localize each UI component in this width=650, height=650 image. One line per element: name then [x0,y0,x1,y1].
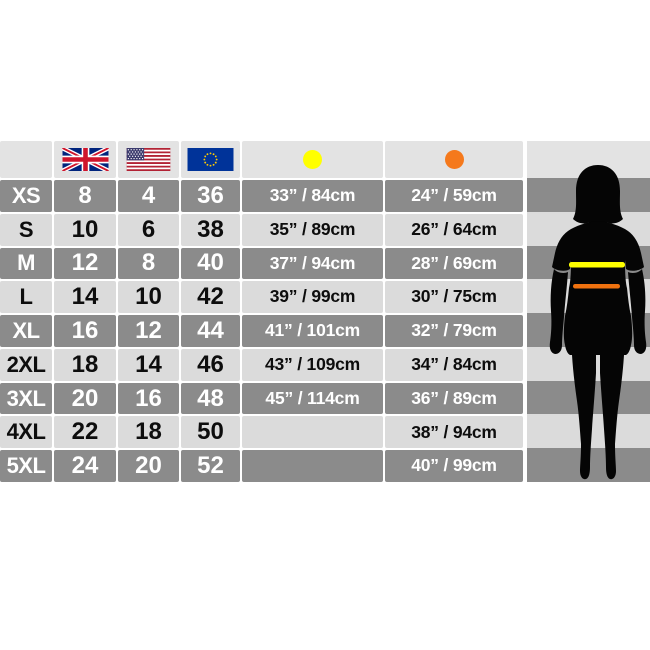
uk-size-cell: 20 [54,382,116,415]
silhouette-head [573,165,623,224]
silhouette-right-leg [600,355,624,480]
bust-line [569,262,625,268]
us-size-cell: 10 [118,281,179,314]
bust-cell [242,416,383,449]
bust-cell: 43” / 109cm [242,348,383,381]
waist-cell: 38” / 94cm [385,416,523,449]
eu-size-cell: 42 [181,281,240,314]
uk-size-cell: 14 [54,281,116,314]
eu-size-cell: 52 [181,450,240,482]
bust-cell: 33” / 84cm [242,180,383,212]
uk-size-cell: 16 [54,315,116,347]
silhouette-left-arm [549,269,568,354]
size-cell: L [0,281,52,314]
uk-size-cell: 8 [54,180,116,212]
eu-size-cell: 50 [181,416,240,449]
us-flag-icon [126,148,171,171]
eu-flag-icon [187,148,234,171]
header-bust-cell [242,141,383,178]
waist-cell: 32” / 79cm [385,315,523,347]
waist-cell: 36” / 89cm [385,382,523,415]
female-silhouette [549,165,647,480]
uk-size-cell: 12 [54,247,116,280]
waist-cell: 26” / 64cm [385,213,523,246]
size-cell: XL [0,315,52,347]
eu-size-cell: 44 [181,315,240,347]
size-cell: M [0,247,52,280]
silhouette-left-leg [572,355,596,480]
eu-size-cell: 38 [181,213,240,246]
us-size-cell: 18 [118,416,179,449]
eu-size-cell: 36 [181,180,240,212]
uk-size-cell: 18 [54,348,116,381]
header-blank-cell [0,141,52,178]
header-waist-cell [385,141,523,178]
eu-size-cell: 48 [181,382,240,415]
uk-flag-icon [61,148,109,171]
waist-cell: 40” / 99cm [385,450,523,482]
us-size-cell: 14 [118,348,179,381]
bust-cell: 35” / 89cm [242,213,383,246]
eu-size-cell: 46 [181,348,240,381]
waist-line [573,284,620,289]
silhouette-right-arm [628,269,647,354]
size-cell: 2XL [0,348,52,381]
us-size-cell: 6 [118,213,179,246]
bust-cell: 45” / 114cm [242,382,383,415]
waist-cell: 30” / 75cm [385,281,523,314]
eu-size-cell: 40 [181,247,240,280]
size-cell: 5XL [0,450,52,482]
waist-cell: 28” / 69cm [385,247,523,280]
bust-cell: 39” / 99cm [242,281,383,314]
size-cell: 3XL [0,382,52,415]
us-size-cell: 4 [118,180,179,212]
us-size-cell: 8 [118,247,179,280]
waist-cell: 34” / 84cm [385,348,523,381]
header-us-cell [118,141,179,178]
bust-cell: 41” / 101cm [242,315,383,347]
size-cell: S [0,213,52,246]
size-grid: XS 8 4 36 33” / 84cm 24” / 59cm S 10 6 38 35” / 89… [0,141,523,482]
bust-cell [242,450,383,482]
bust-yellow-dot-icon [303,150,322,169]
bust-cell: 37” / 94cm [242,247,383,280]
waist-cell: 24” / 59cm [385,180,523,212]
us-size-cell: 20 [118,450,179,482]
size-cell: 4XL [0,416,52,449]
uk-size-cell: 10 [54,213,116,246]
size-cell: XS [0,180,52,212]
header-eu-cell [181,141,240,178]
uk-size-cell: 22 [54,416,116,449]
waist-orange-dot-icon [444,150,464,169]
header-uk-cell [54,141,116,178]
us-size-cell: 16 [118,382,179,415]
us-size-cell: 12 [118,315,179,347]
uk-size-cell: 24 [54,450,116,482]
